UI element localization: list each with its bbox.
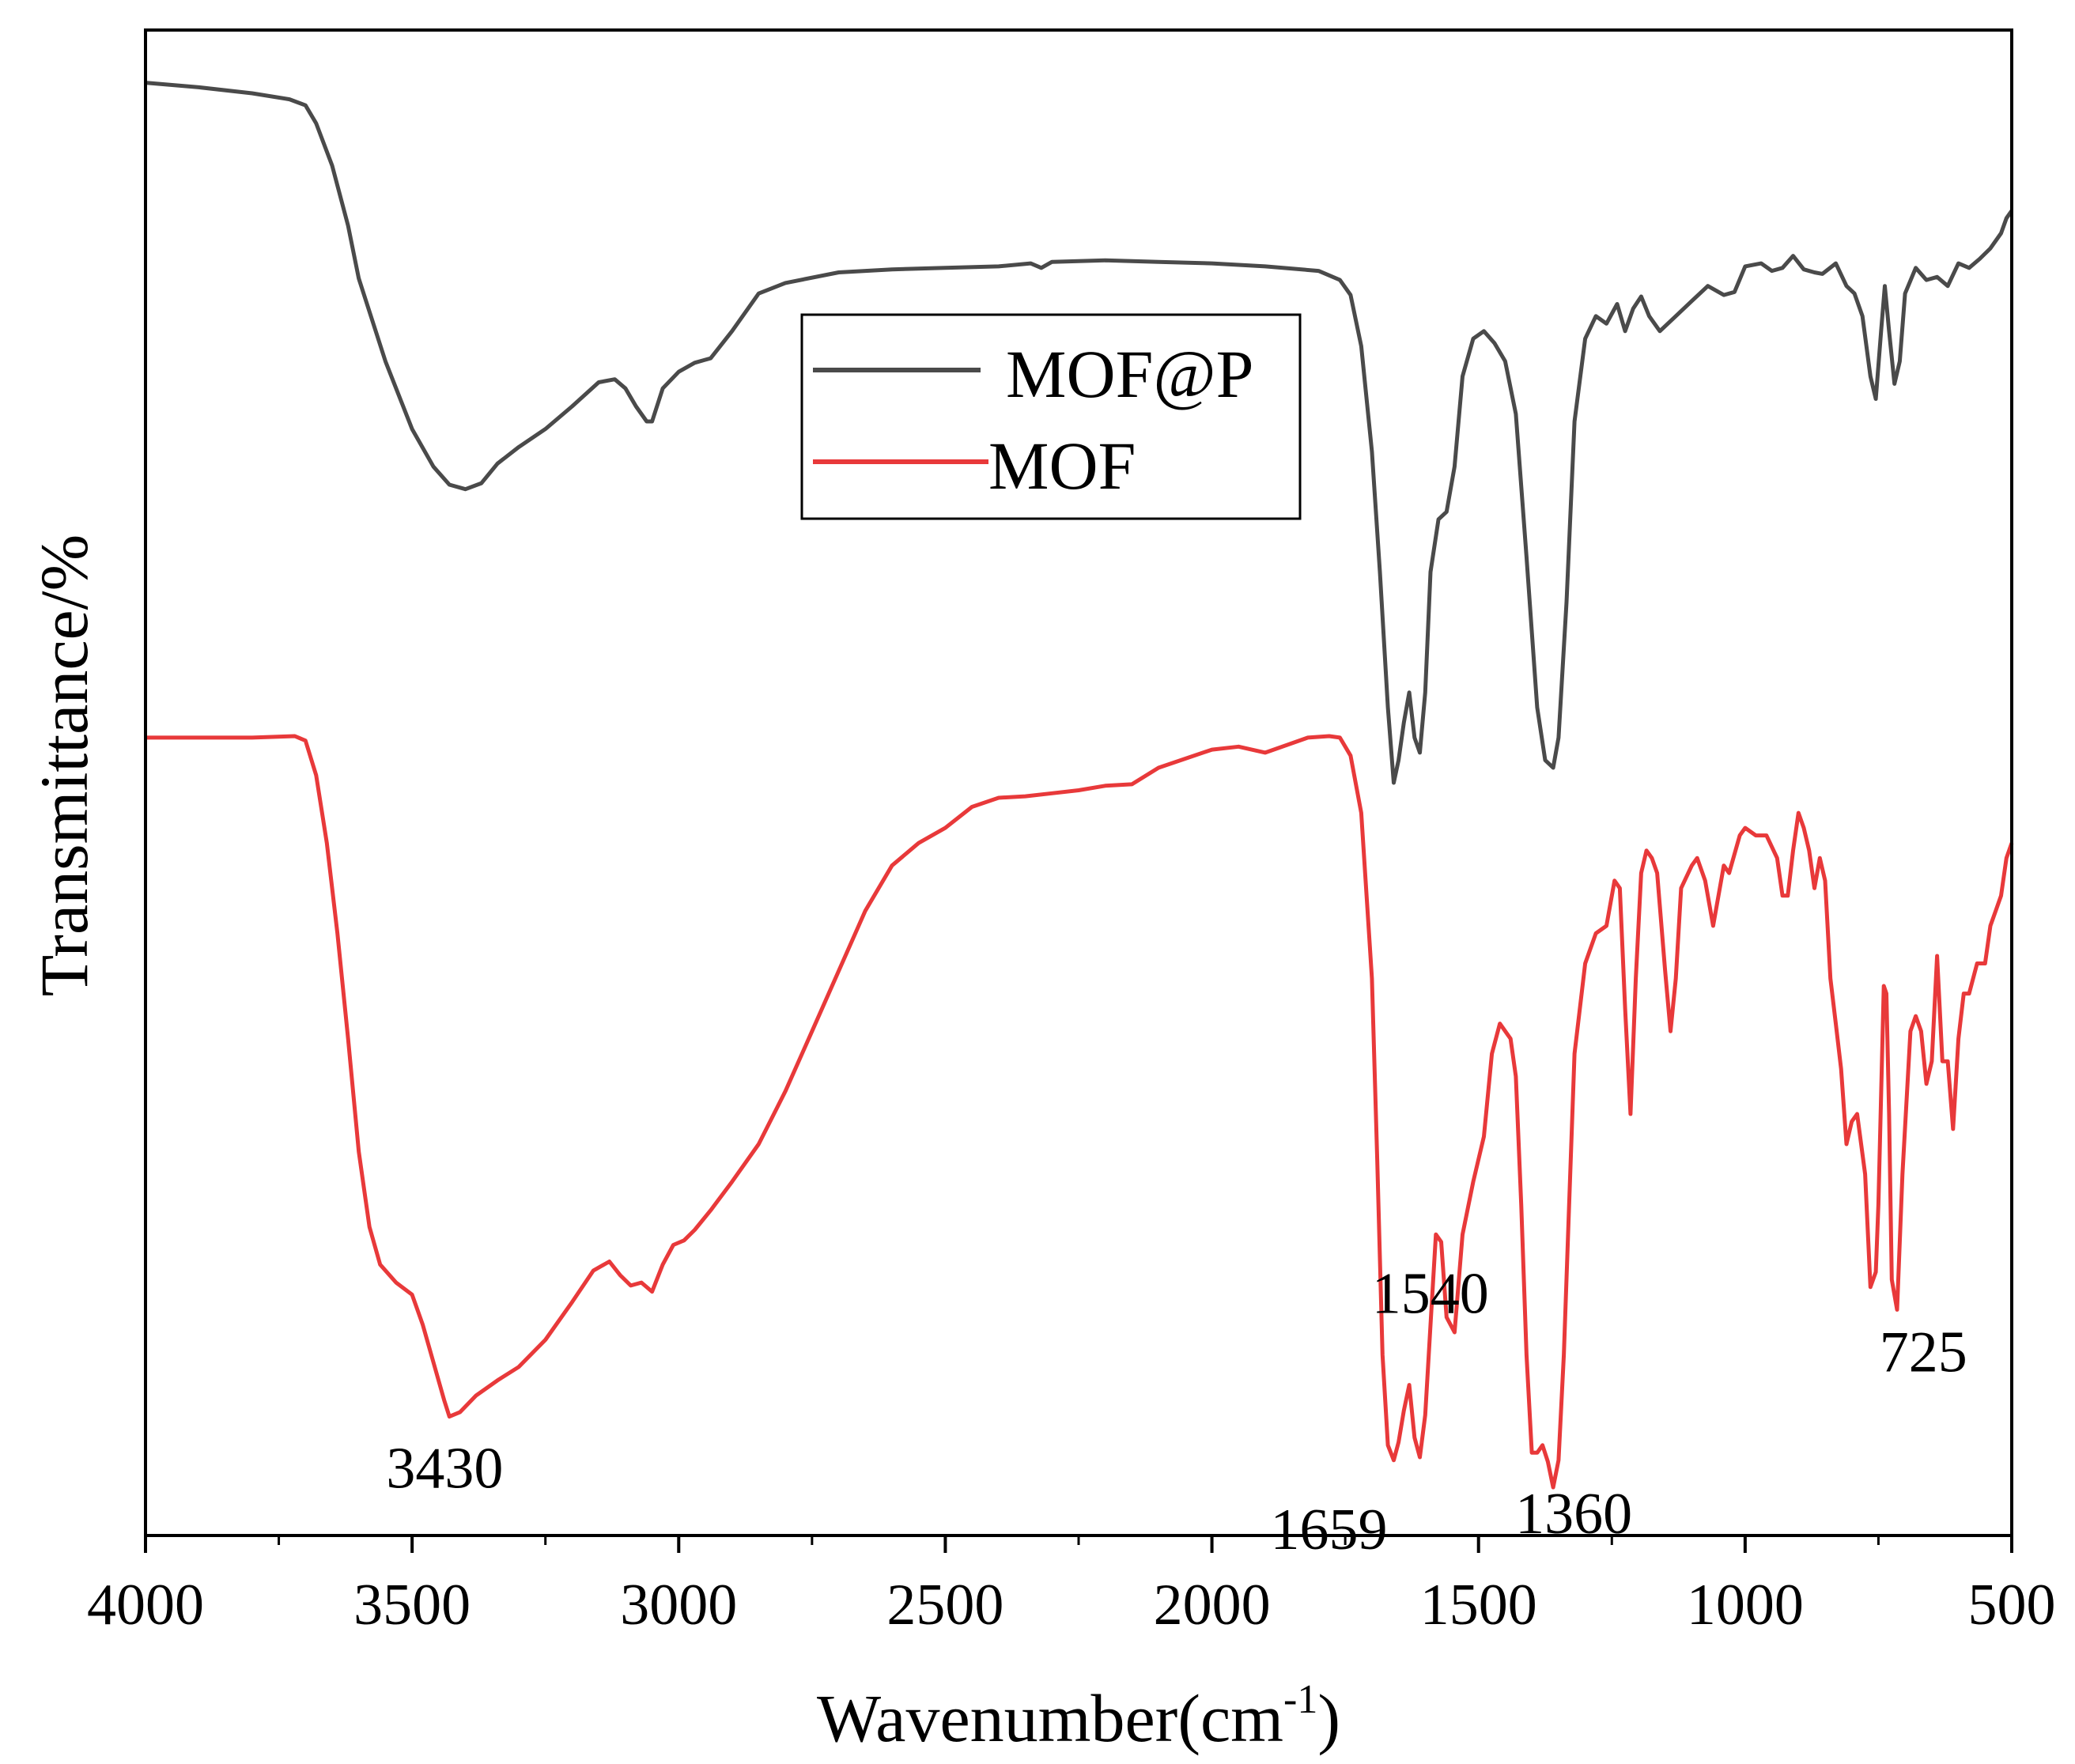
x-axis-label: Wavenumber(cm-1) (817, 1677, 1340, 1756)
x-tick-label: 2500 (886, 1573, 1003, 1637)
series-line-mof-p (145, 81, 2014, 785)
x-axis: 4000 3500 3000 2500 2000 1500 1000 500 (87, 1535, 2056, 1637)
legend-box (800, 313, 1302, 520)
legend-label-mofp: MOF@P (1006, 336, 1253, 412)
peak-label-1659: 1659 (1271, 1498, 1388, 1562)
x-tick-label: 3500 (353, 1573, 471, 1637)
x-axis-label-superscript: -1 (1283, 1677, 1317, 1722)
x-tick-label: 1000 (1687, 1573, 1804, 1637)
peak-label-3430: 3430 (386, 1437, 503, 1501)
x-tick-label: 2000 (1154, 1573, 1271, 1637)
legend-label-mof: MOF (988, 428, 1136, 504)
series-layer (145, 81, 2014, 1490)
peak-label-725: 725 (1880, 1320, 1967, 1384)
legend: MOF@P MOF (800, 313, 1302, 520)
x-tick-label: 1500 (1420, 1573, 1537, 1637)
series-line-mof (146, 734, 2014, 1490)
x-axis-label-close: ) (1317, 1680, 1340, 1756)
x-tick-label: 500 (1968, 1573, 2056, 1637)
x-tick-label: 3000 (620, 1573, 737, 1637)
peak-annotations: 3430 1659 1540 1360 725 (386, 1261, 1967, 1562)
x-tick-label: 4000 (87, 1573, 204, 1637)
peak-label-1360: 1360 (1515, 1482, 1632, 1547)
peak-label-1540: 1540 (1372, 1261, 1489, 1326)
y-axis-label: Transmittance/% (26, 534, 102, 996)
x-axis-label-main: Wavenumber(cm (817, 1680, 1283, 1756)
